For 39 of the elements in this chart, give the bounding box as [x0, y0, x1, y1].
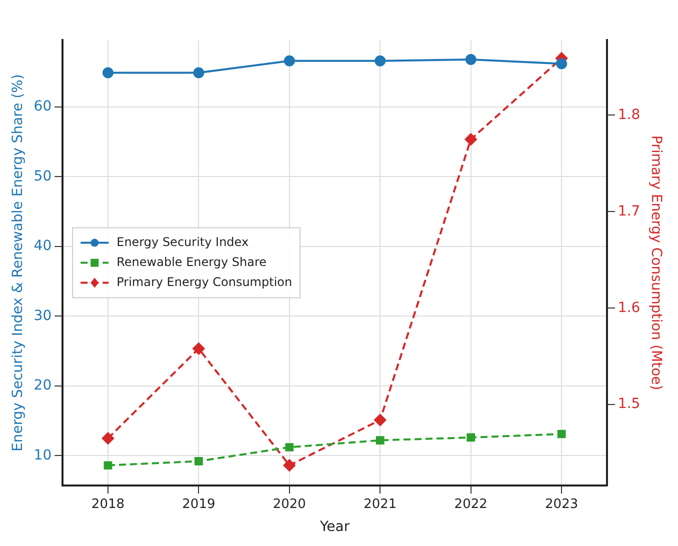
- y-tick-label: 30: [34, 308, 52, 324]
- point: [376, 436, 384, 444]
- point: [104, 461, 112, 470]
- x-axis-title: Year: [318, 519, 350, 536]
- point: [464, 133, 477, 146]
- point: [102, 432, 114, 444]
- y2-tick-label: 1.6: [618, 300, 640, 316]
- y2-axis-title: Primary Energy Consumption (Mtoe): [648, 135, 664, 390]
- point: [557, 430, 566, 438]
- point: [193, 67, 204, 78]
- point: [374, 55, 386, 66]
- x-tick-label: 2022: [454, 496, 488, 512]
- y-axis-title: Energy Security Index & Renewable Energy Share (%): [10, 74, 26, 452]
- point: [194, 457, 203, 466]
- y-tick-label: 20: [34, 378, 52, 394]
- y2-tick-label: 1.8: [618, 106, 640, 123]
- x-tick-label: 2023: [545, 496, 578, 512]
- x-tick-label: 2018: [91, 496, 125, 512]
- x-tick-label: 2021: [364, 496, 397, 512]
- point: [285, 443, 294, 452]
- y2-tick-label: 1.7: [618, 203, 640, 220]
- legend-label: Primary Energy Consumption: [116, 274, 292, 289]
- y-tick-label: 60: [34, 98, 52, 115]
- x-tick-label: 2020: [272, 496, 306, 512]
- point: [374, 414, 386, 426]
- y-tick-label: 50: [34, 168, 52, 184]
- point: [102, 67, 114, 78]
- y-tick-label: 10: [34, 447, 52, 464]
- y-tick-label: 40: [34, 238, 52, 254]
- point: [283, 459, 296, 472]
- legend-label: Energy Security Index: [116, 234, 249, 249]
- point: [465, 54, 476, 66]
- x-tick-label: 2019: [182, 496, 216, 512]
- point: [556, 58, 568, 70]
- point: [466, 433, 476, 442]
- point: [192, 342, 205, 355]
- legend-label: Renewable Energy Share: [116, 254, 267, 269]
- point: [284, 55, 295, 66]
- y2-tick-label: 1.5: [618, 396, 640, 412]
